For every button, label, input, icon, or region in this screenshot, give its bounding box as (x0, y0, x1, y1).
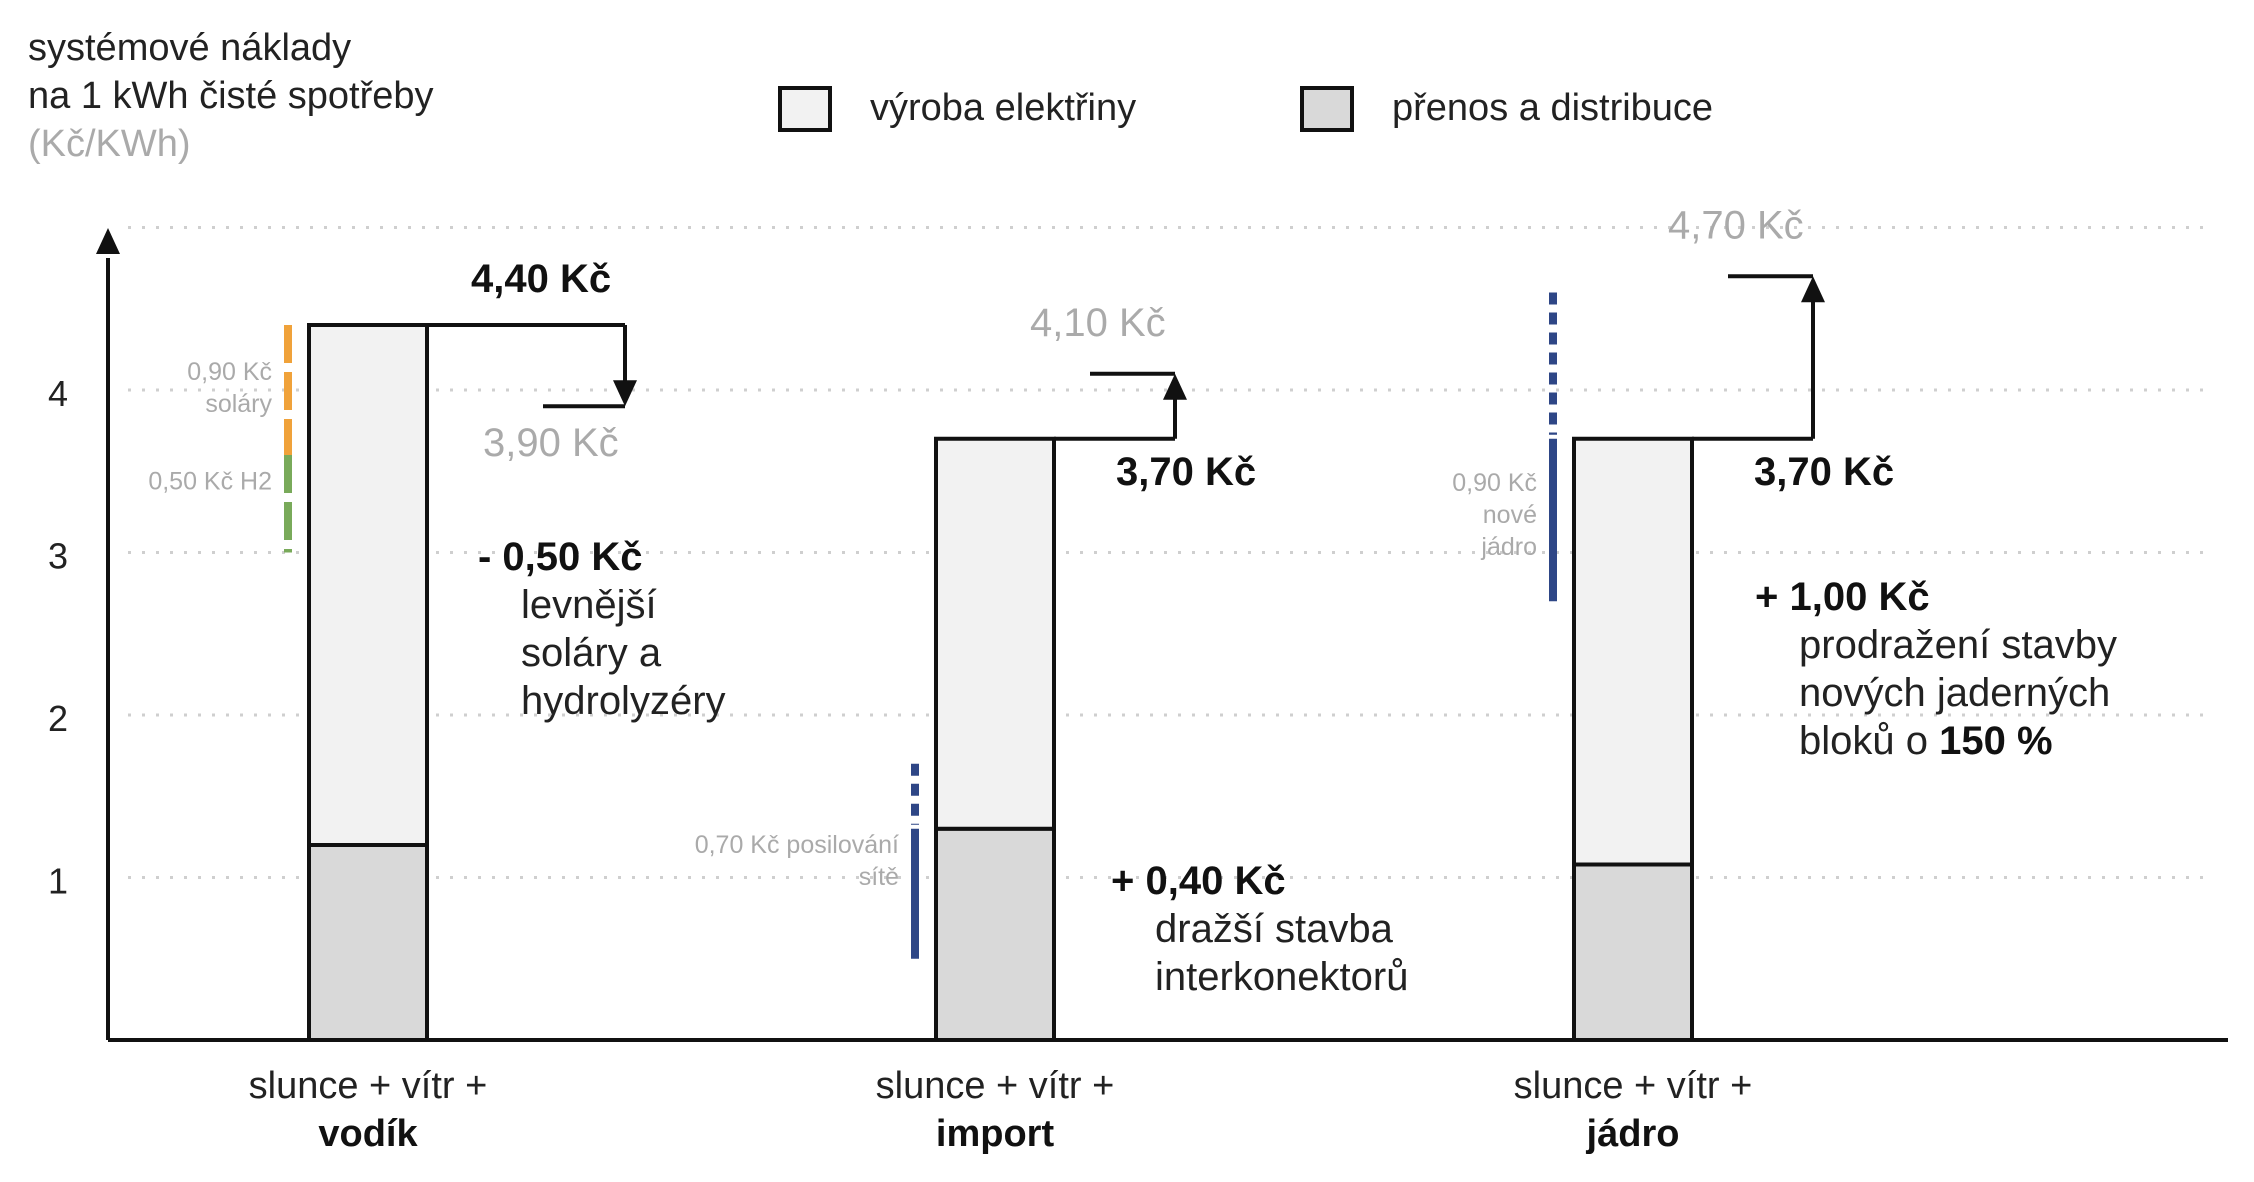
chart-title-line-1: systémové náklady (28, 27, 351, 69)
component-label-vodik-2-line-1: 0,50 Kč H2 (148, 468, 272, 496)
component-label-jadro-1-line-2: nové (1483, 501, 1537, 529)
arrow-up-jadro (1801, 276, 1825, 303)
delta-text-jadro-bold: 150 % (1939, 719, 2052, 763)
category-label-bold-vodik: vodík (318, 1113, 418, 1155)
delta-text-vodik-line-3: hydrolyzéry (521, 679, 726, 723)
delta-text-vodik-line-2: soláry a (521, 631, 662, 675)
category-label-vodik: slunce + vítr + (249, 1065, 488, 1107)
arrow-up-import (1163, 373, 1187, 400)
delta-text-vodik-line-1: levnější (521, 583, 657, 627)
legend-label-1: výroba elektřiny (870, 87, 1136, 129)
chart-unit-label: (Kč/KWh) (28, 123, 191, 165)
category-label-bold-jadro: jádro (1586, 1113, 1680, 1155)
delta-text-jadro-line-1: prodražení stavby (1799, 623, 2117, 667)
delta-text-jadro-plain: bloků o (1799, 719, 1939, 763)
bar-production-jadro (1572, 436, 1694, 867)
y-tick-label-4: 4 (48, 373, 68, 414)
component-label-import-1-line-2: sítě (859, 863, 899, 891)
alt-label-jadro: 4,70 Kč (1668, 203, 1804, 247)
category-label-jadro: slunce + vítr + (1514, 1065, 1753, 1107)
delta-text-import-line-1: dražší stavba (1155, 907, 1394, 951)
bar-distribution-import (934, 826, 1056, 1042)
delta-label-vodik: - 0,50 Kč (478, 535, 643, 579)
arrow-down-vodik (613, 380, 637, 407)
delta-text-import-line-2: interkonektorů (1155, 955, 1408, 999)
chart-title-line-2: na 1 kWh čisté spotřeby (28, 75, 434, 117)
component-label-vodik-1-line-1: 0,90 Kč (187, 358, 272, 386)
component-label-jadro-1-line-1: 0,90 Kč (1452, 469, 1537, 497)
y-tick-label-3: 3 (48, 536, 68, 577)
total-label-jadro: 3,70 Kč (1754, 450, 1894, 494)
component-label-import-1-line-1: 0,70 Kč posilování (695, 831, 899, 859)
category-label-import: slunce + vítr + (876, 1065, 1115, 1107)
bar-distribution-vodik (307, 843, 429, 1042)
delta-text-jadro-line-3: bloků o 150 % (1799, 719, 2053, 763)
legend-swatch-2 (1300, 86, 1354, 132)
delta-label-jadro: + 1,00 Kč (1755, 575, 1930, 619)
alt-label-vodik: 3,90 Kč (483, 421, 619, 465)
y-axis-arrow (96, 228, 120, 254)
bar-distribution-jadro (1572, 862, 1694, 1042)
total-label-import: 3,70 Kč (1116, 450, 1256, 494)
delta-text-jadro-line-2: nových jaderných (1799, 671, 2110, 715)
component-label-jadro-1-line-3: jádro (1480, 533, 1537, 561)
y-tick-label-2: 2 (48, 698, 68, 739)
alt-label-import: 4,10 Kč (1030, 301, 1166, 345)
bar-production-vodik (307, 323, 429, 847)
legend-swatch-1 (778, 86, 832, 132)
category-label-bold-import: import (936, 1113, 1055, 1155)
total-label-vodik: 4,40 Kč (471, 257, 611, 301)
y-tick-label-1: 1 (48, 861, 68, 902)
delta-label-import: + 0,40 Kč (1111, 859, 1286, 903)
legend-label-2: přenos a distribuce (1392, 87, 1713, 129)
bar-production-import (934, 436, 1056, 831)
component-label-vodik-1-line-2: soláry (205, 390, 272, 418)
